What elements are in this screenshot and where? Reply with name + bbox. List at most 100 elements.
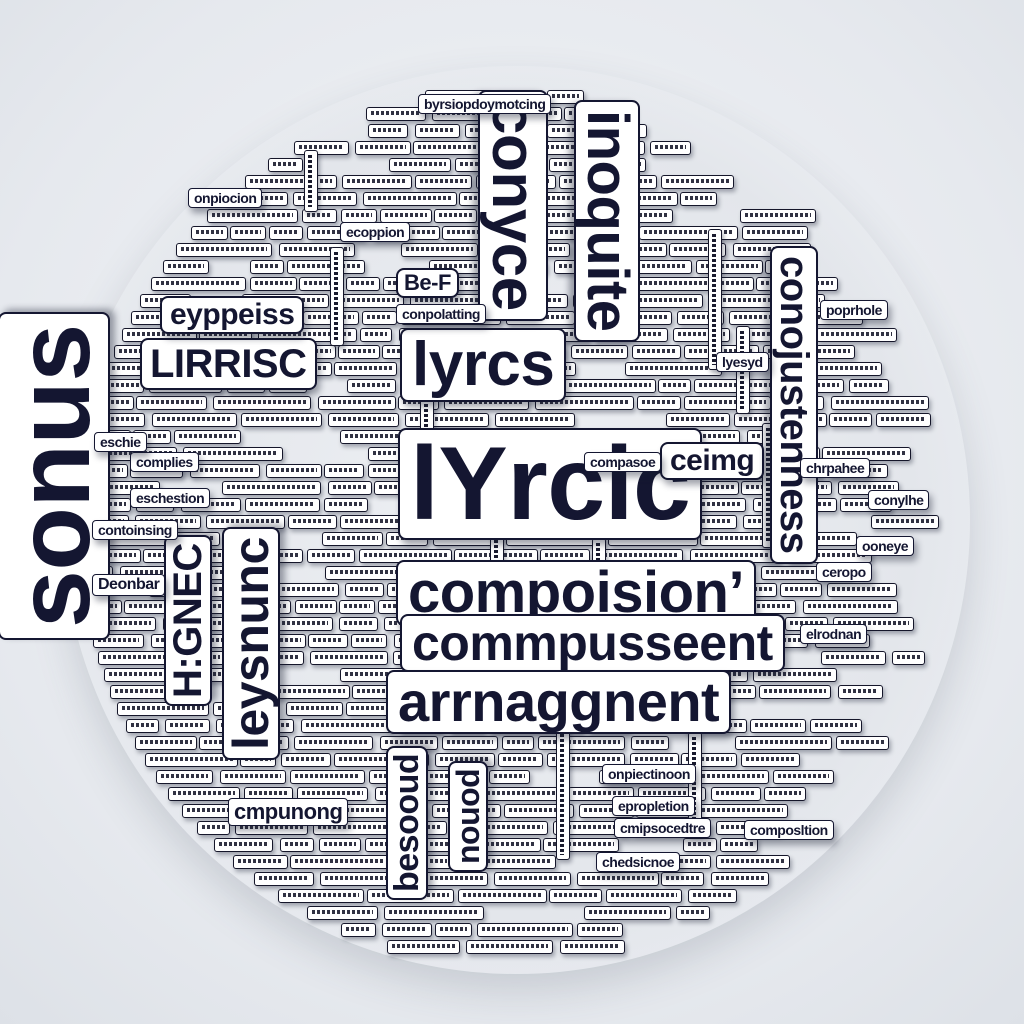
filler-strip xyxy=(682,838,717,852)
filler-strip xyxy=(779,583,822,597)
filler-strip xyxy=(379,209,432,223)
word-ceimg: ceimg xyxy=(660,442,765,480)
filler-strip xyxy=(250,260,285,274)
filler-strip xyxy=(414,175,472,189)
filler-strip xyxy=(273,685,351,699)
filler-strip xyxy=(553,821,630,835)
filler-strip xyxy=(809,719,862,733)
filler-strip xyxy=(163,260,210,274)
filler-strip xyxy=(341,923,377,937)
filler-strip xyxy=(700,532,775,546)
filler-strip xyxy=(278,889,365,903)
filler-strip xyxy=(327,481,372,495)
filler-strip xyxy=(351,634,388,648)
word-small: eschestion xyxy=(130,488,211,508)
filler-strip xyxy=(688,889,738,903)
filler-strip xyxy=(244,175,337,189)
word-small: chrpahee xyxy=(800,458,871,478)
filler-strip xyxy=(292,192,357,206)
word-small: ceropo xyxy=(816,562,872,582)
filler-strip xyxy=(322,532,384,546)
filler-strip xyxy=(125,719,159,733)
filler-strip xyxy=(309,651,388,665)
word-lyrcs: lyrcs xyxy=(400,328,567,402)
word-deonbar: Deonbar xyxy=(92,574,166,596)
word-conyce: conyce xyxy=(478,90,548,321)
word-small: cmipsocedtre xyxy=(614,818,712,838)
filler-strip xyxy=(323,464,364,478)
filler-strip xyxy=(679,192,717,206)
filler-strip xyxy=(279,838,314,852)
filler-strip xyxy=(803,600,899,614)
word-typesetting: byrsiopdoymotcing xyxy=(418,94,552,114)
filler-strip xyxy=(711,872,769,886)
filler-strip xyxy=(759,685,832,699)
filler-strip xyxy=(206,209,298,223)
filler-strip xyxy=(328,413,400,427)
filler-strip xyxy=(212,396,311,410)
filler-strip xyxy=(254,872,314,886)
filler-strip xyxy=(144,753,238,767)
filler-strip xyxy=(876,413,932,427)
filler-strip xyxy=(660,175,734,189)
filler-strip xyxy=(630,736,669,750)
filler-strip xyxy=(537,736,625,750)
filler-strip xyxy=(871,515,940,529)
filler-strip xyxy=(666,413,731,427)
word-inoquite: inoquite xyxy=(574,100,640,342)
filler-strip xyxy=(338,617,378,631)
word-lirrisc: LIRRISC xyxy=(140,338,317,390)
filler-strip xyxy=(176,243,273,257)
word-small: conylhe xyxy=(868,490,930,510)
filler-strip xyxy=(816,328,898,342)
filler-strip xyxy=(577,872,659,886)
word-small: eschie xyxy=(94,432,147,452)
filler-strip xyxy=(318,838,361,852)
filler-strip xyxy=(330,247,344,346)
filler-strip xyxy=(458,889,548,903)
filler-strip xyxy=(265,464,322,478)
filler-strip xyxy=(268,226,303,240)
word-small: elrodnan xyxy=(800,624,868,644)
filler-strip xyxy=(650,141,692,155)
filler-strip xyxy=(577,923,624,937)
filler-strip xyxy=(465,940,553,954)
filler-strip xyxy=(334,362,398,376)
filler-strip xyxy=(405,413,490,427)
filler-strip xyxy=(564,379,657,393)
filler-strip xyxy=(308,634,349,648)
filler-strip xyxy=(221,481,321,495)
word-small: composltion xyxy=(744,820,834,840)
filler-strip xyxy=(232,855,288,869)
filler-strip xyxy=(658,379,692,393)
word-small: complies xyxy=(130,452,199,472)
word-small: ecoppion xyxy=(340,222,411,242)
filler-strip xyxy=(134,736,197,750)
filler-strip xyxy=(696,260,764,274)
filler-strip xyxy=(494,872,571,886)
filler-strip xyxy=(849,379,890,393)
filler-strip xyxy=(241,413,323,427)
filler-strip xyxy=(477,787,564,801)
word-small: onpiectinoon xyxy=(602,764,696,784)
filler-strip xyxy=(366,107,427,121)
filler-strip xyxy=(288,515,338,529)
filler-strip xyxy=(420,872,488,886)
filler-strip xyxy=(495,413,576,427)
filler-strip xyxy=(691,804,788,818)
filler-strip xyxy=(152,413,238,427)
filler-strip xyxy=(219,770,286,784)
filler-strip xyxy=(708,229,722,370)
filler-strip xyxy=(386,940,460,954)
filler-strip xyxy=(155,770,213,784)
filler-strip xyxy=(174,430,242,444)
filler-strip xyxy=(571,345,629,359)
word-besooud: besooud xyxy=(386,745,428,900)
word-small: poprhole xyxy=(820,300,888,320)
filler-strip xyxy=(244,498,320,512)
filler-strip xyxy=(838,685,884,699)
filler-strip xyxy=(295,600,338,614)
word-lyrcic: lYrcic xyxy=(398,428,703,540)
filler-strip xyxy=(542,838,619,852)
filler-strip xyxy=(636,396,681,410)
